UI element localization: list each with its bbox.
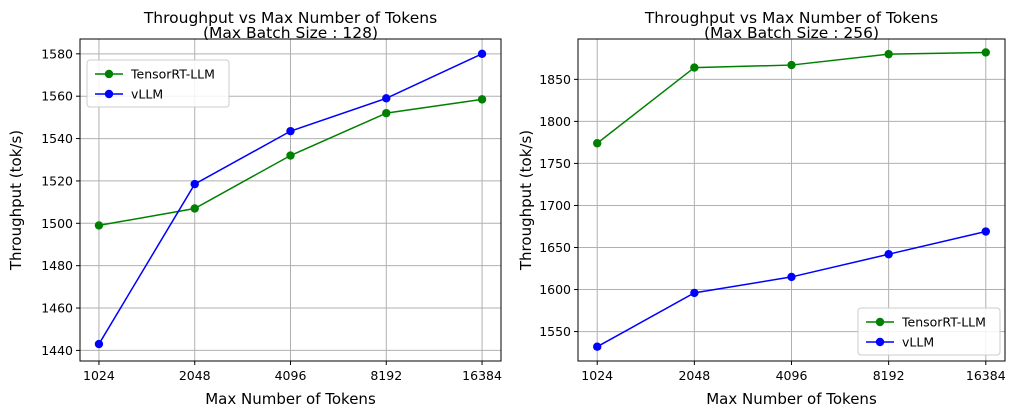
y-tick-label: 1480 — [41, 258, 73, 273]
legend-box — [857, 307, 1001, 356]
chart-subtitle: (Max Batch Size : 256) — [704, 24, 879, 42]
x-axis-label: Max Number of Tokens — [706, 390, 877, 408]
chart-batch-128: 1024 2048 4096 8192 16384 1440 1460 1480 1500 152… — [7, 9, 502, 408]
data-point — [981, 48, 990, 57]
legend: TensorRT-LLM vLLM — [86, 59, 230, 108]
data-point — [382, 108, 391, 118]
x-tick-label: 2048 — [678, 368, 710, 383]
y-tick-label: 1600 — [539, 282, 571, 297]
data-point — [382, 94, 391, 103]
y-tick-label: 1650 — [539, 240, 571, 255]
chart-batch-256: 1024 2048 4096 8192 16384 1550 1600 1650 1700 175… — [517, 9, 1006, 408]
y-tick-label: 1560 — [41, 89, 73, 104]
data-point — [787, 60, 796, 70]
legend-label: TensorRT-LLM — [130, 67, 215, 82]
legend: TensorRT-LLM vLLM — [857, 307, 1001, 356]
data-point — [94, 221, 104, 230]
legend-box — [86, 59, 230, 108]
legend-marker — [875, 317, 885, 327]
plot-frame — [79, 38, 502, 362]
data-point — [593, 342, 602, 351]
data-point — [94, 339, 104, 349]
plot-frame — [577, 38, 1006, 362]
data-point — [690, 288, 699, 298]
chart-title: Throughput vs Max Number of Tokens — [644, 9, 938, 27]
y-tick-label: 1500 — [41, 216, 73, 231]
data-point — [477, 49, 487, 59]
y-tick-label: 1550 — [539, 324, 571, 339]
legend-label: vLLM — [902, 335, 934, 350]
y-tick-label: 1800 — [539, 114, 571, 129]
x-tick-label: 8192 — [873, 368, 905, 383]
legend-label: vLLM — [131, 87, 163, 102]
y-tick-label: 1750 — [539, 156, 571, 171]
x-tick-label: 2048 — [179, 368, 211, 383]
y-tick-label: 1460 — [41, 301, 73, 316]
x-tick-label: 1024 — [581, 368, 613, 383]
y-axis-label: Throughput (tok/s) — [517, 130, 535, 271]
y-tick-label: 1520 — [41, 173, 73, 188]
y-tick-label: 1580 — [41, 46, 73, 61]
data-point — [981, 227, 990, 236]
data-point — [190, 179, 199, 189]
legend-marker — [104, 89, 114, 99]
x-tick-label: 8192 — [370, 368, 402, 383]
x-tick-label: 4096 — [275, 368, 307, 383]
y-tick-label: 1540 — [41, 131, 73, 146]
y-tick-label: 1850 — [539, 72, 571, 87]
chart-title: Throughput vs Max Number of Tokens — [143, 9, 437, 27]
data-point — [477, 95, 487, 104]
y-tick-label: 1700 — [539, 198, 571, 213]
data-point — [787, 272, 796, 282]
data-point — [286, 126, 295, 136]
y-tick-label: 1440 — [41, 343, 73, 358]
legend-label: TensorRT-LLM — [901, 315, 986, 330]
data-point — [593, 139, 602, 148]
y-axis-label: Throughput (tok/s) — [7, 130, 25, 271]
x-tick-label: 16384 — [462, 368, 502, 383]
x-axis-label: Max Number of Tokens — [205, 390, 376, 408]
data-point — [884, 49, 893, 59]
data-point — [286, 151, 295, 160]
x-tick-label: 1024 — [83, 368, 115, 383]
x-tick-label: 4096 — [776, 368, 808, 383]
legend-marker — [104, 69, 114, 79]
data-point — [190, 204, 199, 213]
data-point — [884, 250, 893, 259]
data-point — [690, 63, 699, 72]
chart-subtitle: (Max Batch Size : 128) — [203, 24, 378, 42]
legend-marker — [875, 337, 885, 347]
x-tick-label: 16384 — [966, 368, 1006, 383]
